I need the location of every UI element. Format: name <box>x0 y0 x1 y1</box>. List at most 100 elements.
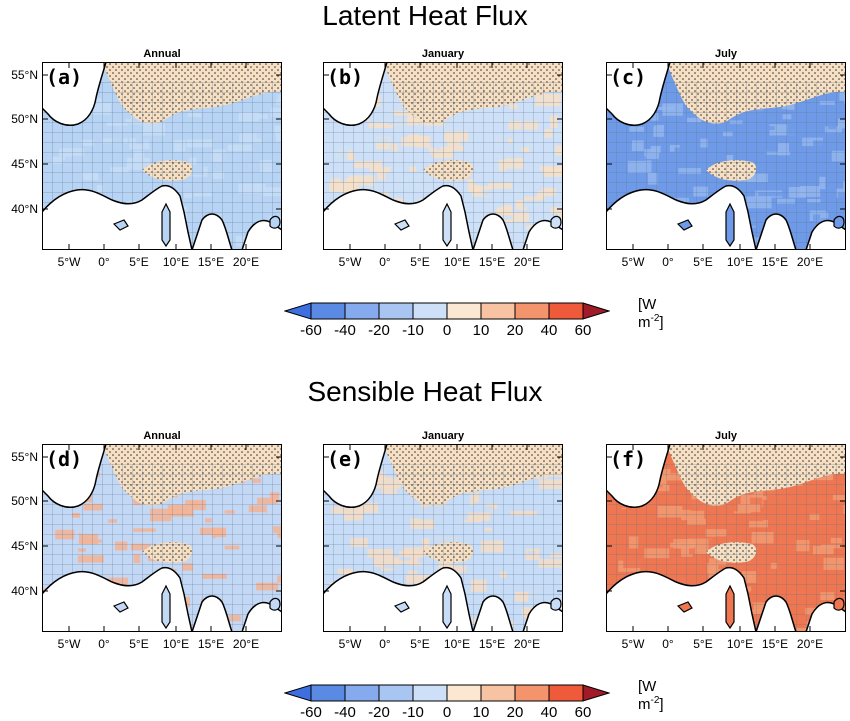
colorbar-low-arrow <box>285 685 311 701</box>
map-field <box>323 62 563 250</box>
island <box>443 204 451 246</box>
colorbar-svg <box>284 302 610 320</box>
colorbar-tick-label: -20 <box>361 704 397 721</box>
colorbar-tick-label: 40 <box>531 322 567 339</box>
island <box>726 586 734 628</box>
lon-label: 15°E <box>755 255 795 269</box>
map-field <box>323 444 563 632</box>
lon-label: 20°E <box>790 255 830 269</box>
lon-label: 0° <box>365 255 405 269</box>
panel-letter: (a) <box>46 65 82 89</box>
lon-label: 5°E <box>400 637 440 651</box>
colorbar-segment <box>481 303 515 319</box>
lon-label: 0° <box>648 255 688 269</box>
panel-letter: (e) <box>327 447 363 471</box>
island <box>726 204 734 246</box>
lon-label: 0° <box>84 637 124 651</box>
lat-label: 55°N <box>0 450 38 464</box>
lon-label: 5°W <box>49 255 89 269</box>
lon-label: 20°E <box>226 637 266 651</box>
lon-label: 10°E <box>437 255 477 269</box>
colorbar-segment <box>379 303 413 319</box>
island <box>270 598 280 610</box>
colorbar-segment <box>311 685 345 701</box>
island <box>551 216 561 228</box>
colorbar-tick-label: 10 <box>463 322 499 339</box>
lat-label: 40°N <box>0 202 38 216</box>
colorbar-segment <box>447 303 481 319</box>
island <box>834 598 844 610</box>
latent-section-title: Latent Heat Flux <box>0 0 850 32</box>
colorbar-tick-label: -10 <box>395 322 431 339</box>
colorbar-tick-label: -40 <box>327 322 363 339</box>
colorbar-segment <box>345 685 379 701</box>
sensible-section-title: Sensible Heat Flux <box>0 376 850 408</box>
colorbar-tick-label: 60 <box>565 322 601 339</box>
lon-label: 15°E <box>472 255 512 269</box>
lon-label: 5°W <box>613 637 653 651</box>
panel-title: Annual <box>42 430 282 442</box>
panel-letter: (d) <box>46 447 82 471</box>
colorbar-tick-label: -60 <box>293 704 329 721</box>
colorbar-tick-label: 0 <box>429 322 465 339</box>
lon-label: 10°E <box>720 255 760 269</box>
colorbar-segment <box>311 303 345 319</box>
lat-label: 50°N <box>0 112 38 126</box>
colorbar-high-arrow <box>583 303 609 319</box>
lon-label: 15°E <box>755 637 795 651</box>
colorbar-low-arrow <box>285 303 311 319</box>
lon-label: 20°E <box>790 637 830 651</box>
colorbar-svg <box>284 684 610 702</box>
colorbar-units: [W m-2] <box>638 296 664 331</box>
map-field <box>42 444 282 632</box>
island <box>834 216 844 228</box>
colorbar-tick-label: 10 <box>463 704 499 721</box>
lat-label: 45°N <box>0 157 38 171</box>
panel-title: July <box>606 430 846 442</box>
colorbar-segment <box>549 303 583 319</box>
lon-label: 10°E <box>437 637 477 651</box>
lat-label: 45°N <box>0 539 38 553</box>
panel-title: January <box>323 430 563 442</box>
colorbar-tick-label: 0 <box>429 704 465 721</box>
lon-label: 20°E <box>226 255 266 269</box>
panel-letter: (c) <box>610 65 646 89</box>
colorbar-segment <box>345 303 379 319</box>
colorbar-segment <box>413 303 447 319</box>
colorbar-segment <box>481 685 515 701</box>
lon-label: 15°E <box>472 637 512 651</box>
lon-label: 5°W <box>49 637 89 651</box>
colorbar-tick-label: -60 <box>293 322 329 339</box>
map-field <box>606 444 846 632</box>
colorbar-tick-label: -10 <box>395 704 431 721</box>
lon-label: 10°E <box>156 637 196 651</box>
island <box>551 598 561 610</box>
lon-label: 5°E <box>683 637 723 651</box>
colorbar-segment <box>549 685 583 701</box>
lon-label: 10°E <box>156 255 196 269</box>
lat-label: 50°N <box>0 494 38 508</box>
colorbar-high-arrow <box>583 685 609 701</box>
panel-letter: (b) <box>327 65 363 89</box>
colorbar-tick-label: -20 <box>361 322 397 339</box>
colorbar-segment <box>515 685 549 701</box>
island <box>162 204 170 246</box>
lon-label: 5°W <box>330 637 370 651</box>
island <box>162 586 170 628</box>
island <box>270 216 280 228</box>
lon-label: 5°E <box>119 255 159 269</box>
lon-label: 5°E <box>400 255 440 269</box>
panel-title: January <box>323 48 563 60</box>
panel-title: Annual <box>42 48 282 60</box>
colorbar-tick-label: 20 <box>497 322 533 339</box>
panel-letter: (f) <box>610 447 646 471</box>
colorbar-segment <box>447 685 481 701</box>
lat-label: 40°N <box>0 584 38 598</box>
colorbar-tick-label: 20 <box>497 704 533 721</box>
island <box>443 586 451 628</box>
lon-label: 0° <box>365 637 405 651</box>
colorbar-units: [W m-2] <box>638 678 664 713</box>
